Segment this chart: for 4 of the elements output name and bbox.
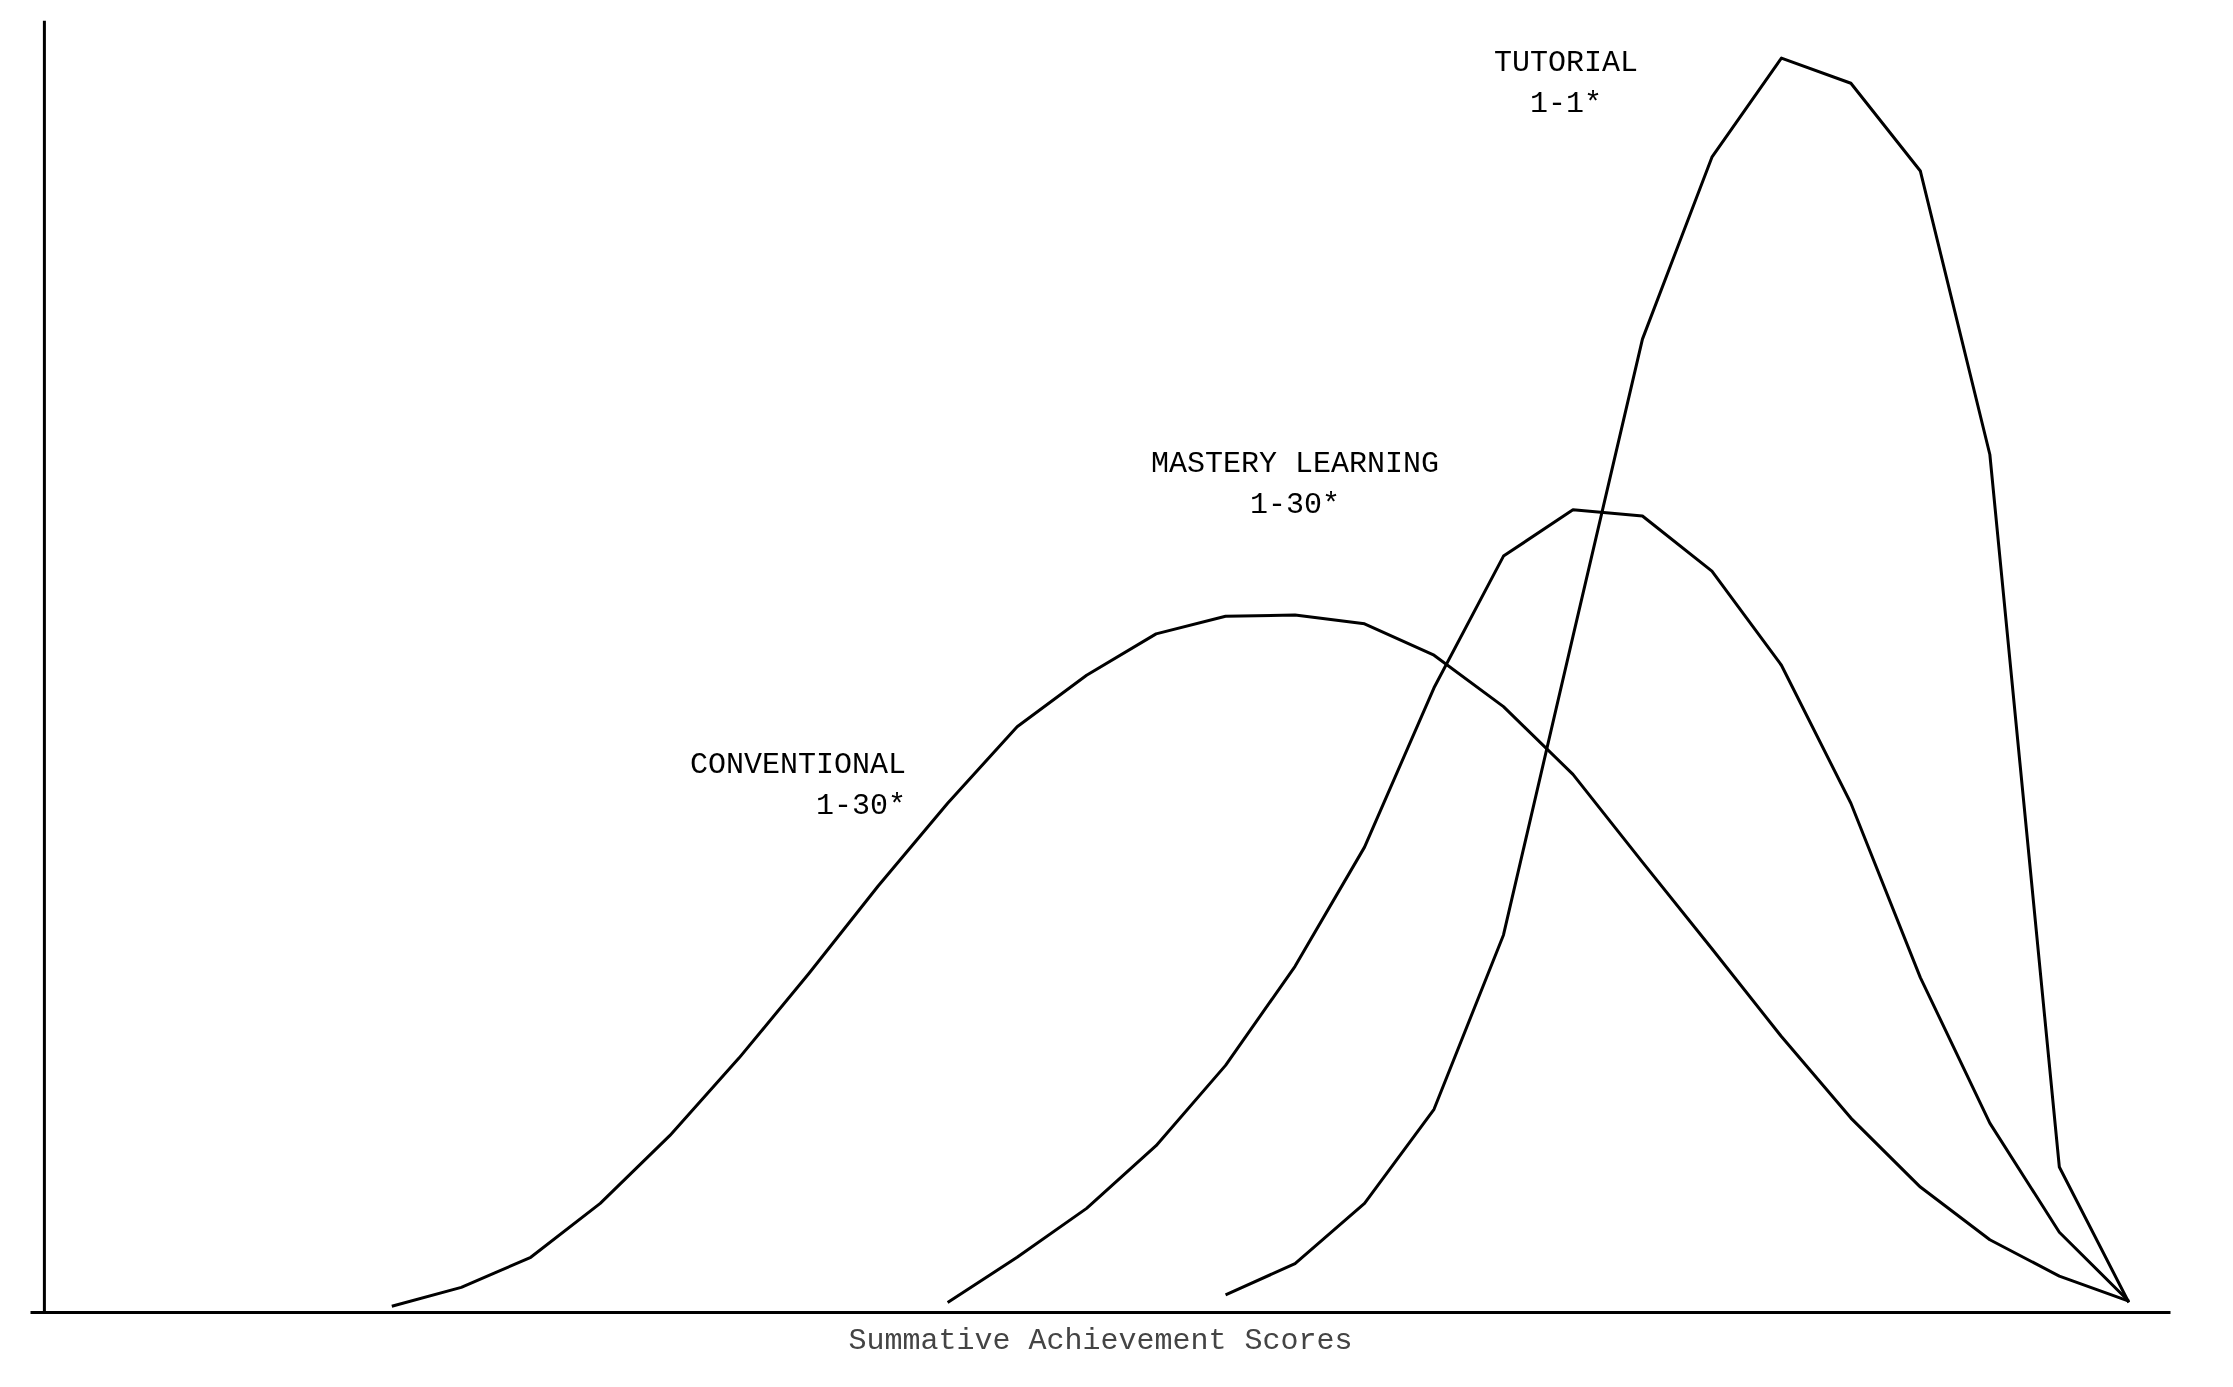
x-axis-title: Summative Achievement Scores [848,1323,1353,1358]
series-label: CONVENTIONAL 1-30* [689,748,906,824]
text: TUTORIAL 1-1* [1494,46,1639,121]
text: MASTERY LEARNING 1-30* [1151,447,1440,523]
